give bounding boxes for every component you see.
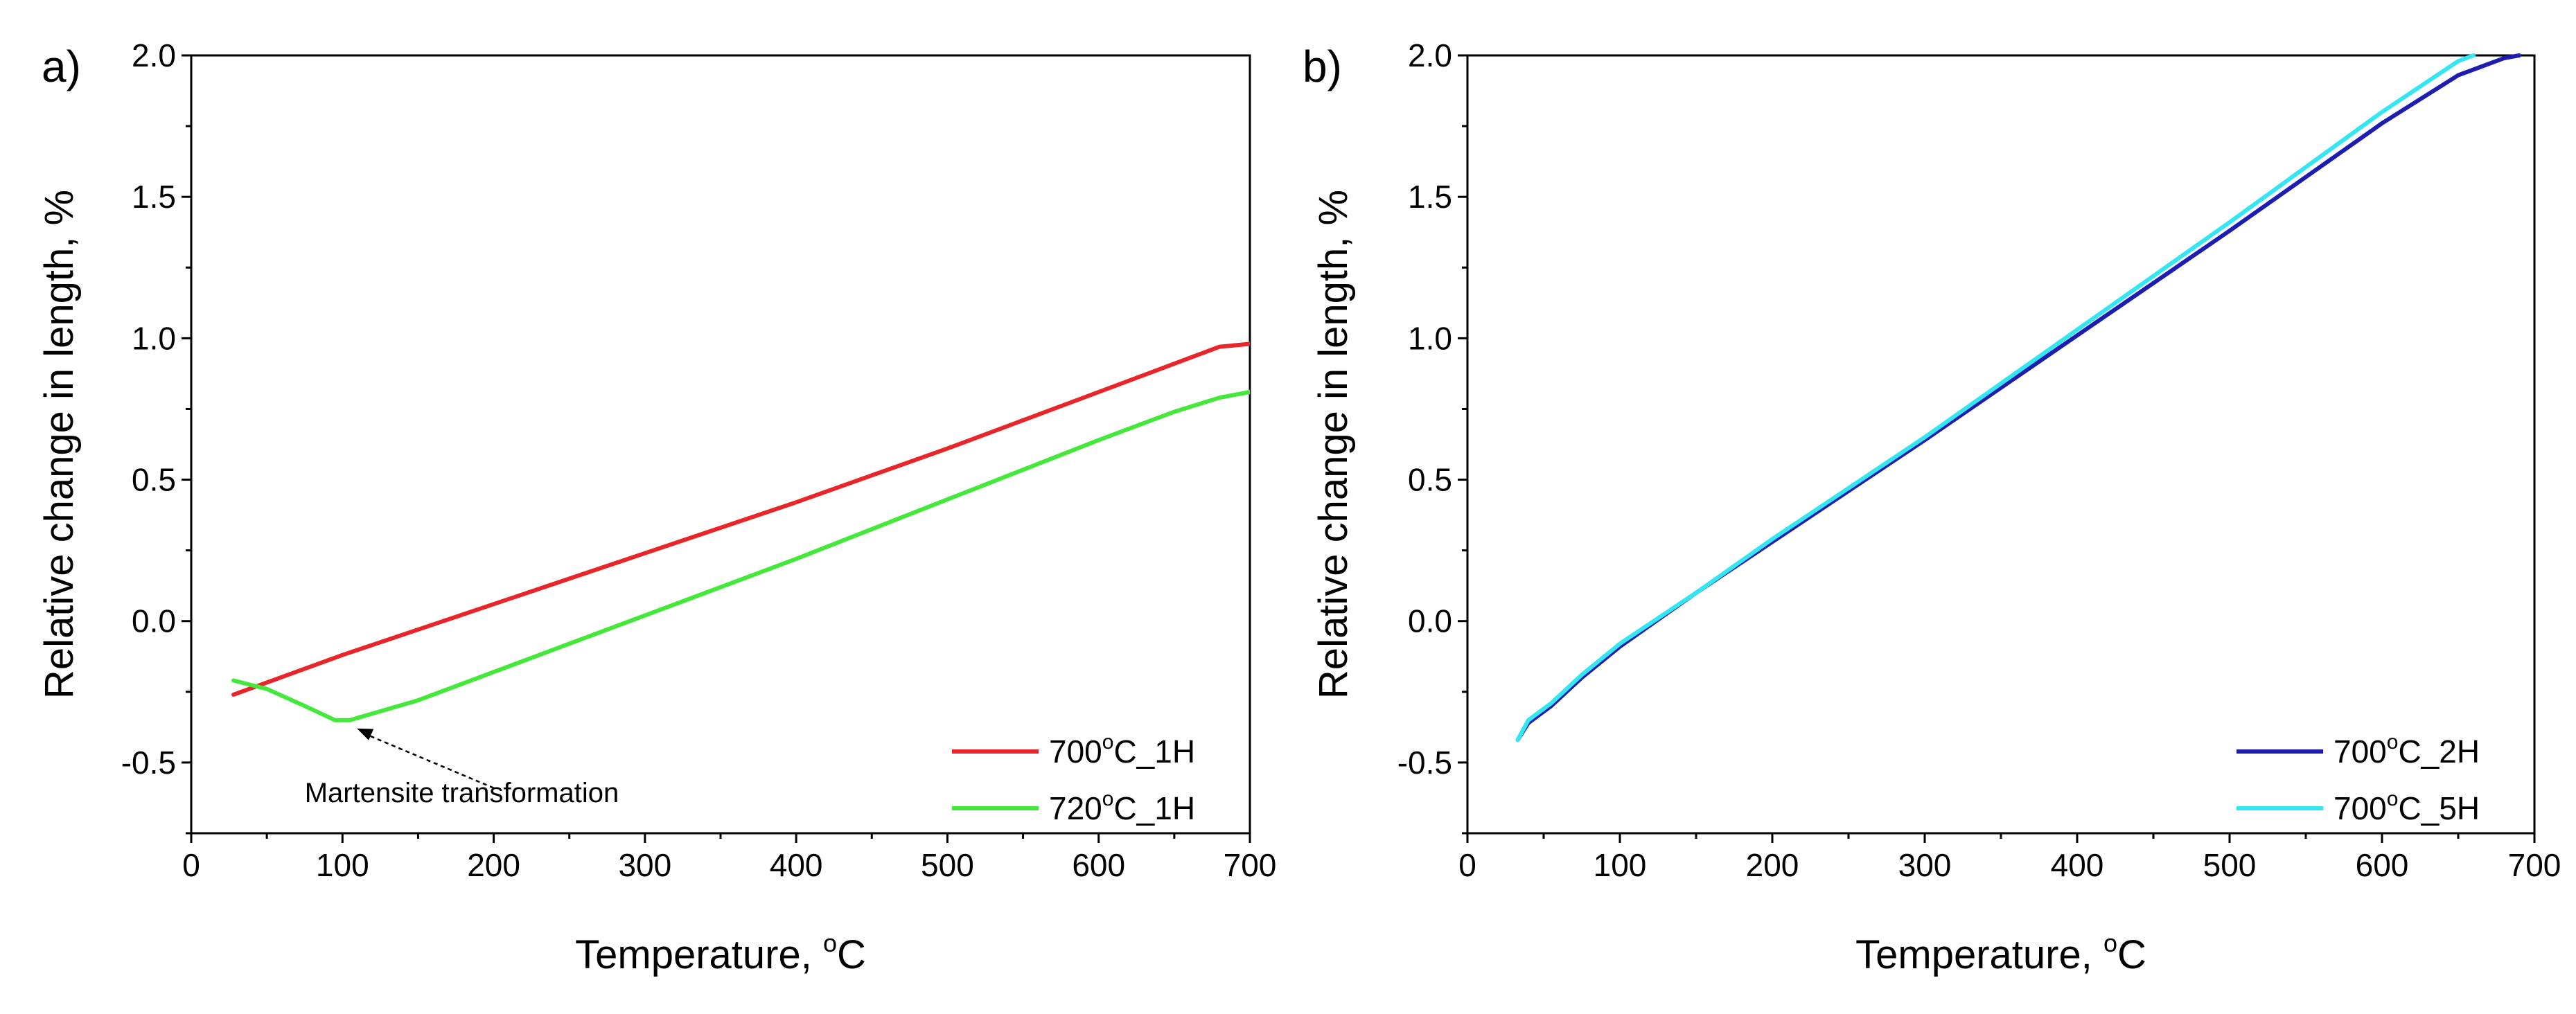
chart-panel-b: 0 100 200 300 400 500 600 700 -0.5 0.0 0.5 1.0 1.5 2.…	[1303, 37, 2561, 977]
legend-entry-prefix: 700	[1049, 733, 1102, 770]
legend-entry: 720oC_1H	[1049, 788, 1195, 826]
series-line-700c-1h	[231, 341, 1250, 697]
legend-entry-suffix: C_2H	[2398, 733, 2480, 770]
chart-panel-a: 0 100 200 300 400 500 600 700 -0.5 0.0 0.5 1.0 1.5 2.…	[37, 37, 1276, 977]
y-tick-label: -0.5	[121, 745, 176, 781]
legend-entry-suffix: C_1H	[1113, 790, 1195, 826]
x-tick-label: 400	[2051, 847, 2104, 883]
y-tick-label: 0.0	[132, 603, 176, 639]
panel-label: a)	[42, 42, 81, 91]
legend-entry: 700oC_5H	[2334, 788, 2480, 826]
y-tick-label: 0.5	[132, 462, 176, 498]
y-tick-label: 0.5	[1408, 462, 1452, 498]
x-axis-label: Temperature, oC	[1855, 929, 2146, 977]
x-tick-label: 100	[316, 847, 369, 883]
legend-entry-prefix: 720	[1049, 790, 1102, 826]
legend-entry-degree: o	[1102, 788, 1114, 810]
x-tick-label: 300	[618, 847, 671, 883]
y-tick-label: 0.0	[1408, 603, 1452, 639]
y-tick-label: 1.0	[132, 320, 176, 356]
y-tick-label: 1.5	[132, 179, 176, 215]
x-tick-label: 200	[467, 847, 520, 883]
x-tick-label: 700	[1224, 847, 1277, 883]
x-axis-label-degree: o	[823, 929, 837, 957]
x-axis-label-unit: C	[2117, 932, 2146, 977]
x-tick-label: 400	[770, 847, 823, 883]
legend-entry-degree: o	[2387, 788, 2399, 810]
x-tick-label: 0	[182, 847, 200, 883]
series-line-700c-2h	[1515, 53, 2521, 742]
legend-entry-prefix: 700	[2334, 733, 2387, 770]
x-tick-label: 500	[921, 847, 974, 883]
plot-frame	[1466, 54, 2536, 835]
legend-entry-suffix: C_1H	[1113, 733, 1195, 770]
x-tick-label: 200	[1746, 847, 1799, 883]
annotation-arrow-line	[364, 733, 495, 789]
legend-entry-suffix: C_5H	[2398, 790, 2480, 826]
series-line-720c-1h	[231, 390, 1250, 722]
y-tick-label: 1.0	[1408, 320, 1452, 356]
legend-entry-degree: o	[1102, 731, 1114, 754]
y-tick-label: 2.0	[132, 37, 176, 73]
y-axis-label: Relative change in length, %	[37, 190, 82, 699]
x-tick-label: 600	[1072, 847, 1125, 883]
x-axis-label-unit: C	[837, 932, 866, 977]
panel-label: b)	[1303, 42, 1342, 91]
legend-entry-prefix: 700	[2334, 790, 2387, 826]
x-tick-label: 0	[1458, 847, 1476, 883]
x-tick-label: 600	[2356, 847, 2409, 883]
legend-entry-degree: o	[2387, 731, 2399, 754]
series-line-700c-5h	[1515, 53, 2476, 742]
x-axis-label-degree: o	[2103, 929, 2117, 957]
x-tick-label: 700	[2508, 847, 2561, 883]
x-tick-label: 500	[2203, 847, 2257, 883]
y-tick-label: 2.0	[1408, 37, 1452, 73]
x-axis-label-text: Temperature,	[575, 932, 823, 977]
x-tick-label: 300	[1898, 847, 1952, 883]
legend-entry: 700oC_2H	[2334, 731, 2480, 770]
x-axis-label-text: Temperature,	[1855, 932, 2103, 977]
annotation-arrow-head	[357, 728, 374, 740]
y-axis-label: Relative change in length, %	[1311, 190, 1356, 699]
legend-entry: 700oC_1H	[1049, 731, 1195, 770]
x-axis-label: Temperature, oC	[575, 929, 866, 977]
annotation-text: Martensite transformation	[305, 778, 619, 808]
y-tick-label: 1.5	[1408, 179, 1452, 215]
y-tick-label: -0.5	[1397, 745, 1452, 781]
x-tick-label: 100	[1594, 847, 1647, 883]
